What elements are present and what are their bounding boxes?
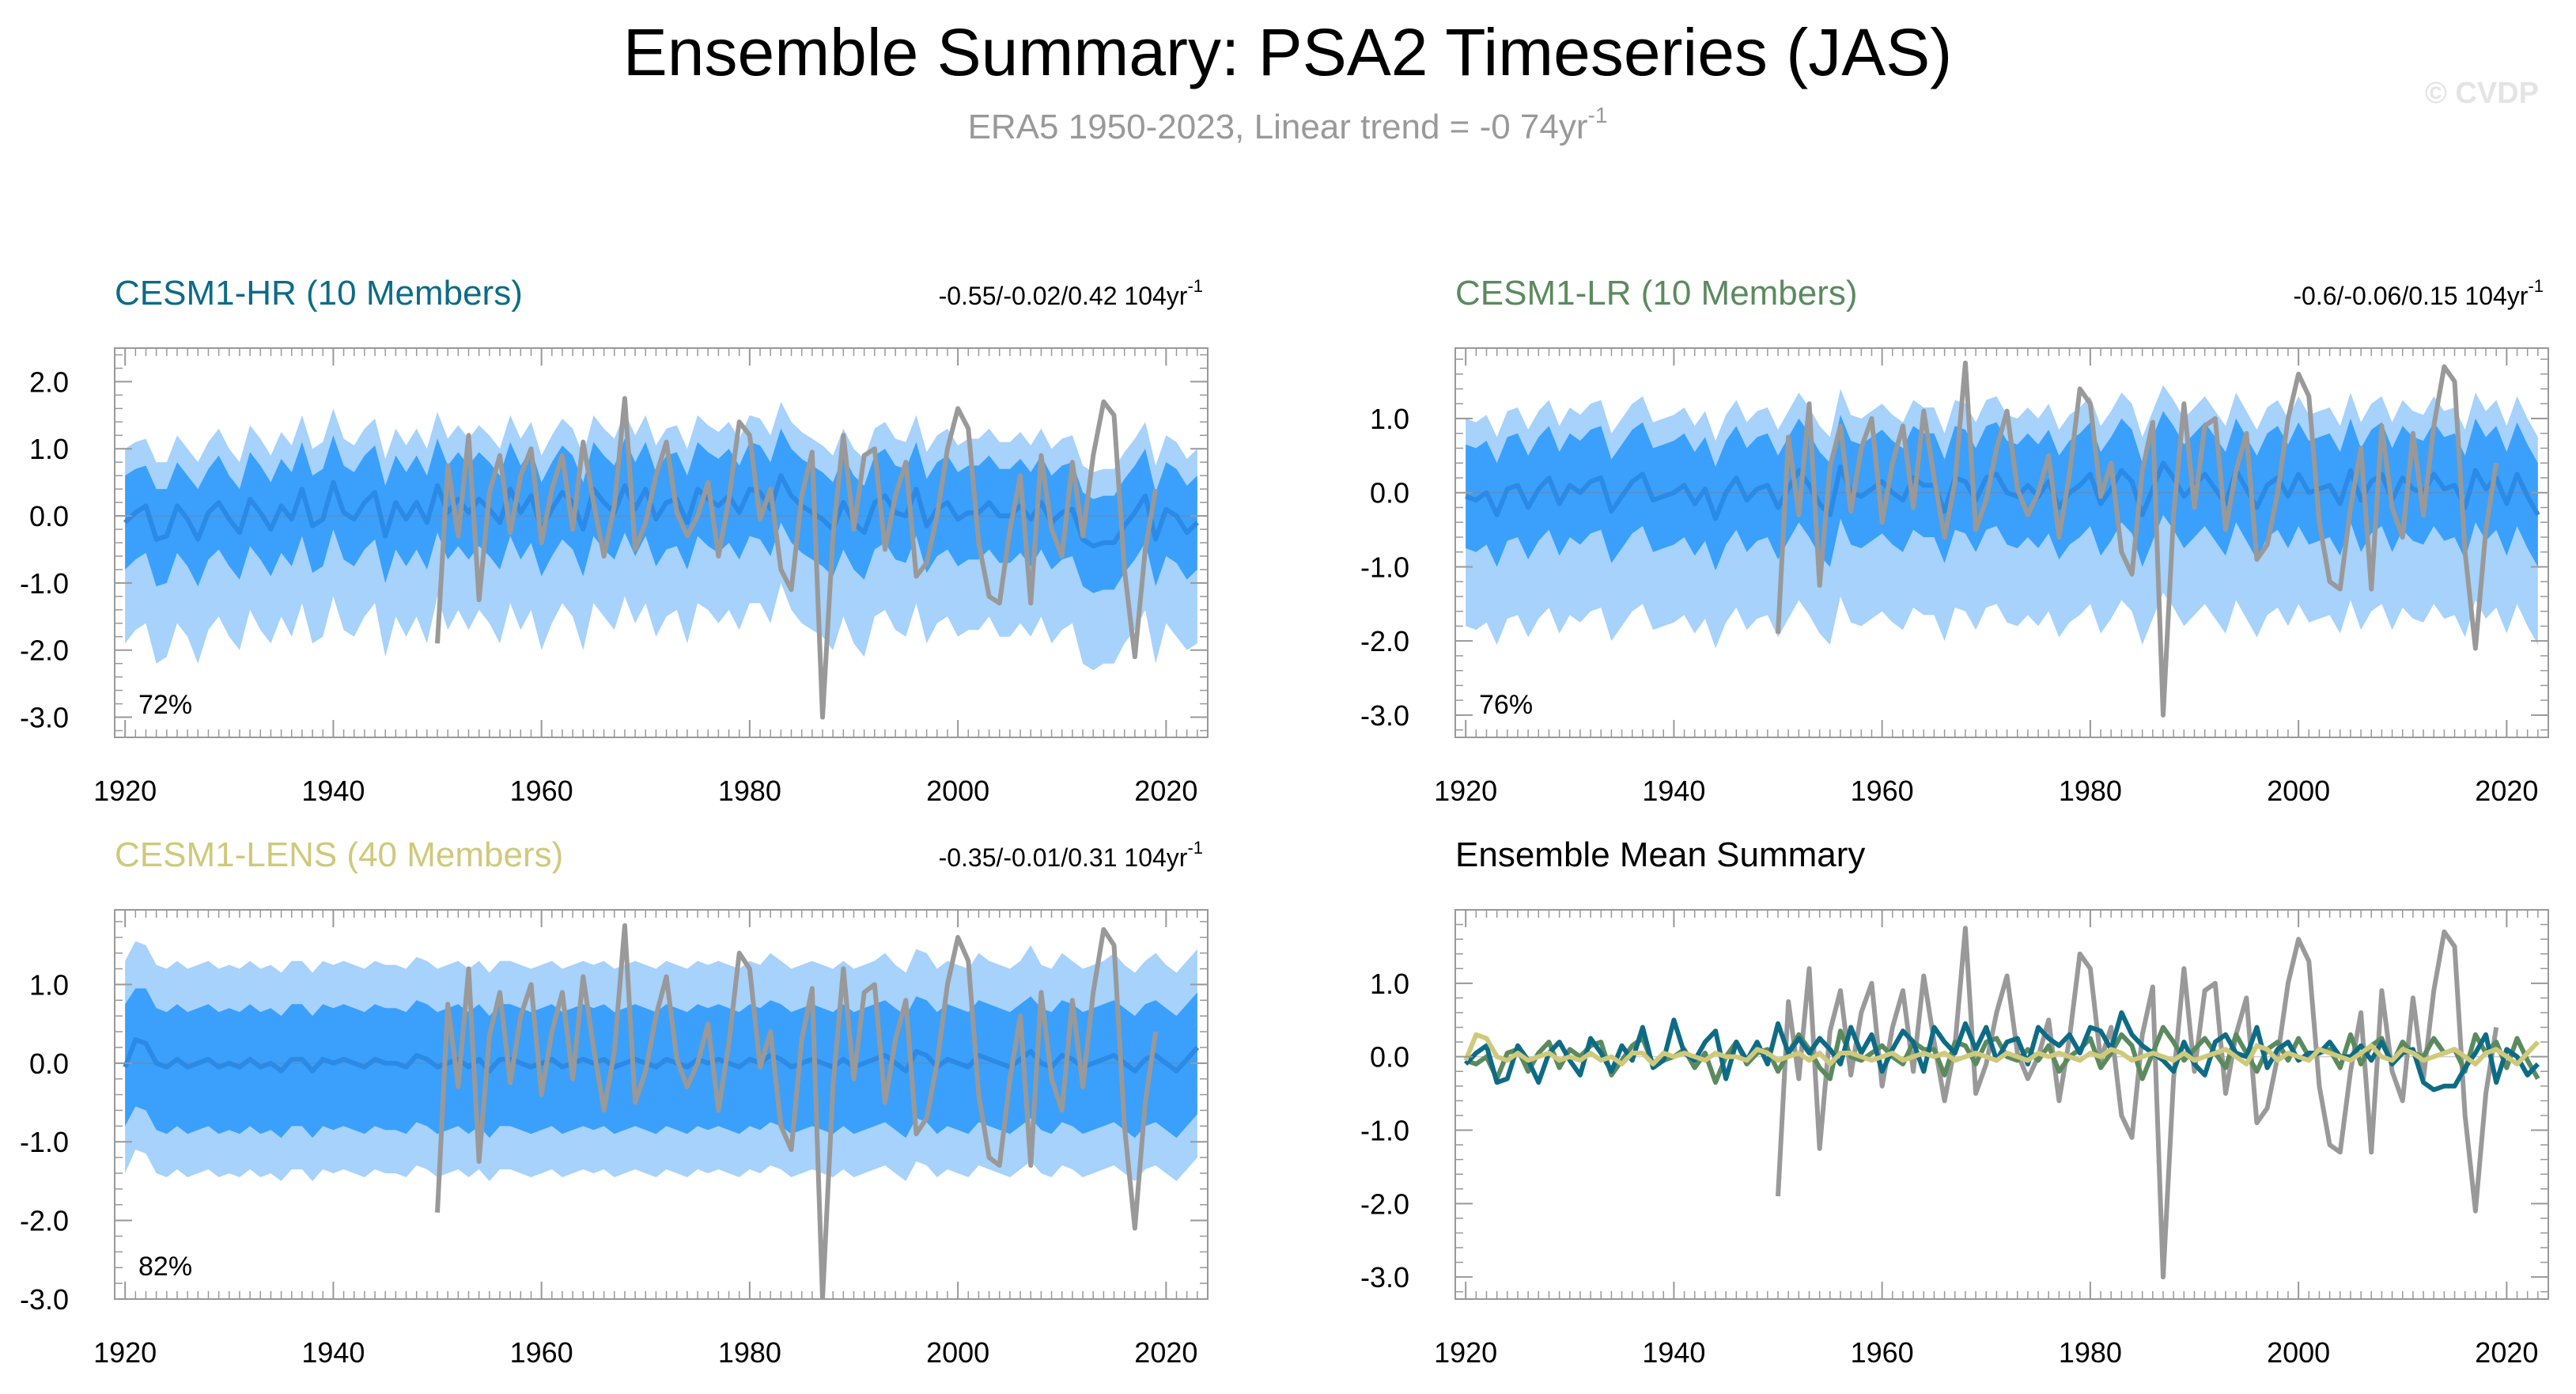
trend-label-main: -0.35/-0.01/0.31 104yr — [939, 843, 1188, 872]
x-tick-label: 2020 — [2475, 775, 2538, 807]
plot-area — [115, 396, 1208, 720]
x-tick-label: 2020 — [1134, 1336, 1197, 1369]
chart-panels: 72% 2.0 1.0 0.0 -1.0 -2.0 -3.0 1920 1940 1960 1980… — [20, 274, 2549, 1369]
panel-1: 72% 2.0 1.0 0.0 -1.0 -2.0 -3.0 1920 1940 1960 1980… — [20, 274, 1209, 807]
y-tick-label: -1.0 — [1360, 1114, 1409, 1146]
x-tick-label: 1960 — [1851, 1336, 1914, 1369]
y-tick-label: -1.0 — [20, 1126, 69, 1158]
ensemble-mean-line — [1465, 460, 2540, 521]
panel-3: 82% 1.0 0.0 -1.0 -2.0 -3.0 1920 1940 1960 1980 200… — [20, 835, 1209, 1369]
panel-title: CESM1-LENS (40 Members) — [115, 835, 563, 874]
y-tick-label: 0.0 — [1370, 1041, 1409, 1074]
y-tick-label: -1.0 — [1360, 551, 1409, 583]
trend-label: -0.55/-0.02/0.42 104yr-1 — [939, 276, 1203, 310]
trend-label-sup: -1 — [1187, 276, 1203, 296]
x-tick-label: 2000 — [2267, 775, 2330, 807]
observed-line — [435, 922, 1159, 1299]
watermark: © CVDP — [2425, 77, 2539, 110]
x-tick-label: 1940 — [1642, 775, 1705, 807]
panel-2: 76% 1.0 0.0 -1.0 -2.0 -3.0 1920 1940 1960 1980 200… — [1360, 274, 2549, 807]
x-tick-label: 1920 — [93, 775, 157, 807]
x-tick-label: 1940 — [1642, 1336, 1705, 1369]
panel-frame — [1454, 347, 2549, 738]
trend-label-sup: -1 — [2528, 276, 2544, 296]
x-tick-label: 1980 — [718, 1336, 781, 1369]
y-tick-label: -1.0 — [20, 567, 69, 600]
panel-4: 1.0 0.0 -1.0 -2.0 -3.0 1920 1940 1960 1980 2000 20… — [1360, 835, 2549, 1369]
trend-label: -0.6/-0.06/0.15 104yr-1 — [2293, 276, 2544, 310]
observed-line — [435, 396, 1159, 720]
panel-frame — [114, 909, 1209, 1300]
x-tick-label: 1920 — [1434, 775, 1497, 807]
x-tick-label: 1960 — [510, 775, 573, 807]
x-tick-label: 2000 — [2267, 1336, 2330, 1369]
y-tick-label: -3.0 — [1360, 699, 1409, 732]
y-tick-label: 2.0 — [29, 366, 69, 398]
panel-title: Ensemble Mean Summary — [1455, 835, 1865, 874]
y-tick-label: -3.0 — [20, 1283, 69, 1316]
x-tick-label: 1960 — [1851, 775, 1914, 807]
x-tick-label: 2000 — [926, 775, 989, 807]
ensemble-mean-line — [123, 1037, 1200, 1074]
plot-area — [1455, 360, 2548, 718]
x-tick-label: 1940 — [301, 775, 365, 807]
y-tick-label: 0.0 — [29, 1047, 69, 1080]
ensemble-mean-line — [123, 473, 1199, 549]
y-tick-label: -2.0 — [1360, 625, 1409, 657]
x-tick-label: 1980 — [2059, 1336, 2122, 1369]
y-tick-label: 1.0 — [29, 433, 69, 465]
trend-label: -0.35/-0.01/0.31 104yr-1 — [939, 838, 1203, 872]
y-tick-label: -2.0 — [20, 1205, 69, 1237]
plot-area — [115, 922, 1208, 1299]
panel-frame — [1454, 909, 2549, 1300]
observed-line — [1776, 360, 2499, 718]
y-tick-label: -2.0 — [20, 634, 69, 667]
y-tick-label: -3.0 — [1360, 1261, 1409, 1294]
y-tick-label: 0.0 — [1370, 477, 1409, 509]
figure-subtitle: ERA5 1950-2023, Linear trend = -0 74yr-1 — [968, 103, 1608, 146]
summary-line-3 — [1463, 1010, 2540, 1093]
plot-area — [1455, 926, 2548, 1280]
ensemble-percent-label: 72% — [138, 690, 192, 720]
figure-subtitle-sup: -1 — [1588, 103, 1608, 127]
ensemble-percent-label: 82% — [138, 1252, 192, 1282]
x-tick-label: 1940 — [301, 1336, 365, 1369]
y-tick-label: 0.0 — [29, 500, 69, 532]
x-tick-label: 1920 — [93, 1336, 157, 1369]
ensemble-percent-label: 76% — [1479, 690, 1533, 720]
figure-title: Ensemble Summary: PSA2 Timeseries (JAS) — [623, 15, 1953, 89]
trend-label-sup: -1 — [1187, 838, 1203, 858]
y-tick-label: 1.0 — [1370, 968, 1409, 1000]
y-tick-label: -2.0 — [1360, 1188, 1409, 1220]
trend-label-main: -0.6/-0.06/0.15 104yr — [2293, 282, 2528, 310]
y-tick-label: 1.0 — [1370, 403, 1409, 435]
summary-line-1 — [1776, 926, 2499, 1280]
summary-line-4 — [1463, 1032, 2540, 1066]
panel-title: CESM1-LR (10 Members) — [1455, 274, 1858, 313]
trend-label-main: -0.55/-0.02/0.42 104yr — [939, 282, 1188, 310]
panel-title: CESM1-HR (10 Members) — [115, 274, 523, 313]
x-tick-label: 1980 — [2059, 775, 2122, 807]
x-tick-label: 1920 — [1434, 1336, 1497, 1369]
x-tick-label: 2020 — [1134, 775, 1197, 807]
x-tick-label: 2020 — [2475, 1336, 2538, 1369]
y-tick-label: -3.0 — [20, 702, 69, 734]
x-tick-label: 2000 — [926, 1336, 989, 1369]
x-tick-label: 1980 — [718, 775, 781, 807]
y-tick-label: 1.0 — [29, 968, 69, 1001]
x-tick-label: 1960 — [510, 1336, 573, 1369]
figure-subtitle-main: ERA5 1950-2023, Linear trend = -0 74yr — [968, 108, 1588, 146]
